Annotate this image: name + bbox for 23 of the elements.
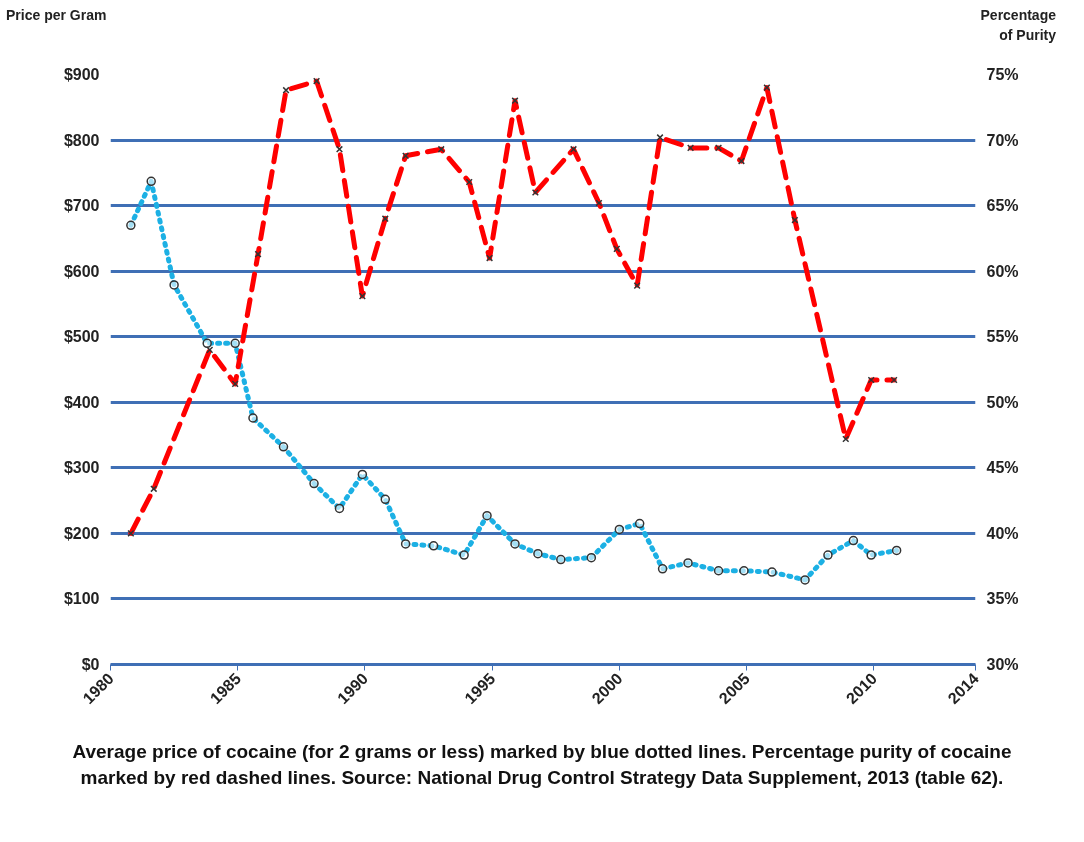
y-axis-title: Price per Gram [6, 6, 107, 25]
y-tick-label: $600 [63, 262, 100, 280]
y2-tick-label: 45% [986, 459, 1019, 477]
y2-tick-label: 35% [986, 590, 1019, 608]
y2-tick-label: 65% [986, 197, 1019, 215]
y2-tick-label: 55% [986, 328, 1019, 346]
y-tick-label: $0 [81, 656, 100, 673]
y-tick-label: $200 [63, 524, 100, 542]
y-tick-label: $700 [63, 197, 100, 215]
y2-tick-label: 40% [986, 524, 1019, 542]
y2-axis-title: Percentage of Purity [980, 6, 1056, 45]
y2-tick-label: 75% [986, 66, 1019, 83]
y-tick-label: $100 [63, 590, 100, 608]
y2-tick-label: 50% [986, 393, 1019, 411]
y2-tick-label: 60% [986, 262, 1019, 280]
y-tick-label: $800 [63, 131, 100, 149]
text: Average price of cocaine (for 2 grams or less) marked by blue dotted lines. Percentage purity of cocaine marked by red dashed lines. Source: National Drug Control Strategy Data Supplement, 2013 (table 62). [71, 740, 1013, 790]
y2-tick-label: 70% [986, 131, 1019, 149]
y-tick-label: $900 [63, 66, 100, 83]
y-tick-label: $400 [63, 393, 100, 411]
y2-tick-label: 30% [986, 656, 1019, 673]
y-tick-label: $500 [63, 328, 100, 346]
y-tick-label: $300 [63, 459, 100, 477]
